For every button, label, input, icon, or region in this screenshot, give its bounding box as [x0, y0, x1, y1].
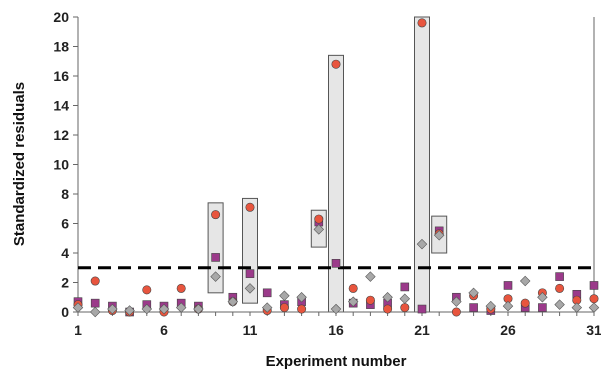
- circle-point: [331, 59, 341, 69]
- data-points: [72, 18, 600, 318]
- circle-point: [297, 304, 307, 314]
- x-tick-label: 1: [74, 322, 82, 338]
- circle-point: [520, 298, 530, 308]
- diamond-point: [107, 303, 118, 315]
- circle-point: [314, 214, 324, 224]
- diamond-point: [468, 287, 479, 299]
- square-point: [589, 281, 599, 290]
- square-point: [90, 298, 100, 308]
- diamond-point: [244, 283, 256, 294]
- x-tick-label: 11: [243, 322, 258, 338]
- circle-point: [90, 276, 100, 286]
- y-tick-label: 18: [53, 39, 69, 55]
- diamond-point: [451, 296, 462, 307]
- x-tick-label: 6: [160, 322, 168, 338]
- diamond-point: [227, 296, 239, 307]
- circle-point: [211, 210, 221, 220]
- x-tick-labels: 1 6 11 16 21 26 31: [74, 312, 601, 338]
- diamond-point: [485, 300, 497, 312]
- circle-point: [417, 18, 427, 28]
- circle-point: [555, 283, 565, 293]
- y-tick-label: 0: [61, 304, 69, 320]
- square-point: [417, 304, 427, 314]
- y-tick-label: 16: [53, 68, 69, 84]
- y-tick-label: 10: [53, 157, 69, 173]
- diamond-point: [416, 238, 428, 250]
- diamond-point: [193, 303, 204, 315]
- diamond-point: [72, 302, 84, 313]
- diamond-point: [296, 292, 307, 303]
- x-axis-title: Experiment number: [266, 353, 407, 370]
- circle-point: [400, 303, 410, 313]
- square-point: [538, 303, 547, 312]
- x-tick-label: 26: [500, 322, 516, 338]
- square-point: [503, 281, 513, 290]
- diamond-point: [141, 303, 153, 315]
- diamond-point: [588, 302, 600, 313]
- y-tick-label: 12: [53, 127, 69, 143]
- y-tick-label: 2: [61, 275, 69, 291]
- y-tick-label: 6: [61, 216, 69, 232]
- diamond-point: [571, 302, 583, 313]
- diamond-point: [519, 275, 531, 287]
- diamond-point: [124, 305, 135, 316]
- y-tick-label: 14: [53, 98, 69, 114]
- diamond-point: [365, 271, 376, 282]
- circle-point: [348, 283, 358, 293]
- diamond-point: [158, 303, 170, 315]
- circle-point: [383, 304, 393, 314]
- diamond-point: [554, 299, 565, 310]
- square-point: [400, 282, 410, 292]
- square-point: [262, 288, 272, 298]
- circle-point: [365, 295, 375, 305]
- circle-point: [589, 294, 599, 304]
- y-tick-label: 4: [61, 245, 69, 261]
- diamond-point: [382, 292, 393, 303]
- diamond-point: [537, 292, 548, 303]
- x-tick-label: 21: [414, 322, 430, 338]
- circle-point: [279, 303, 289, 313]
- y-tick-label: 20: [53, 9, 69, 25]
- y-axis-title: Standardized residuals: [11, 82, 28, 246]
- square-point: [245, 269, 255, 278]
- square-point: [555, 272, 564, 281]
- x-tick-label: 16: [328, 322, 344, 338]
- square-point: [469, 303, 478, 312]
- y-tick-labels: 0 2 4 6 8 10 12 14 16 18 20: [53, 9, 78, 320]
- highlight-box-9: [207, 202, 224, 294]
- diamond-point: [313, 224, 325, 235]
- diamond-point: [175, 302, 187, 313]
- y-tick-label: 8: [61, 186, 69, 202]
- diamond-point: [89, 306, 101, 318]
- square-point: [211, 253, 220, 262]
- diamond-point: [502, 300, 514, 312]
- circle-point: [245, 202, 255, 212]
- diamond-point: [261, 302, 273, 313]
- diamond-point: [433, 230, 445, 241]
- circle-point: [451, 307, 461, 317]
- x-tick-label: 31: [586, 322, 601, 338]
- diamond-point: [210, 271, 221, 282]
- diamond-point: [279, 290, 290, 301]
- circle-point: [142, 285, 152, 295]
- diamond-point: [399, 293, 411, 304]
- square-point: [331, 259, 341, 268]
- diamond-point: [330, 303, 342, 315]
- circle-point: [176, 283, 186, 293]
- diamond-point: [347, 296, 359, 307]
- highlight-box-16: [328, 54, 344, 313]
